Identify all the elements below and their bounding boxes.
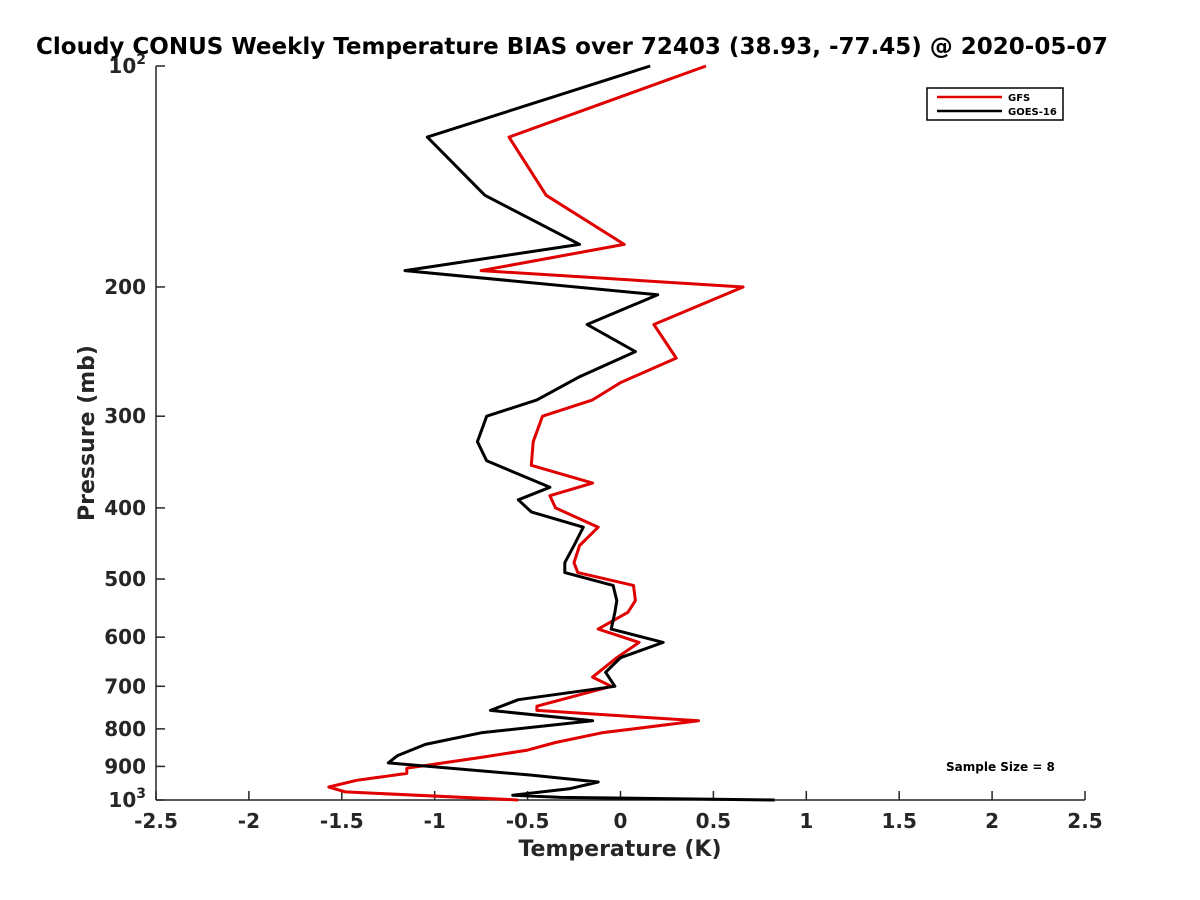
legend-label-gfs: GFS xyxy=(1008,93,1030,104)
x-tick-label: 0 xyxy=(614,809,628,833)
sample-size-annotation: Sample Size = 8 xyxy=(946,760,1055,774)
x-tick-label: -0.5 xyxy=(506,809,550,833)
x-tick-label: -1.5 xyxy=(320,809,364,833)
legend: GFS GOES-16 xyxy=(926,87,1064,121)
x-tick-label: 2 xyxy=(985,809,999,833)
x-axis-label: Temperature (K) xyxy=(518,837,721,862)
y-axis-label: Pressure (mb) xyxy=(75,345,100,521)
x-tick-label: 2.5 xyxy=(1067,809,1102,833)
x-tick-label: -2.5 xyxy=(134,809,178,833)
y-tick-label: 102 xyxy=(108,52,146,78)
y-tick-label: 800 xyxy=(104,717,146,741)
legend-label-goes16: GOES-16 xyxy=(1008,107,1057,118)
axes: -2.5 -2 -1.5 -1 -0.5 0 0.5 1 1.5 2 2.5 102 200 300 400… xyxy=(104,52,1102,833)
series-layer xyxy=(327,64,775,802)
x-tick-label: 0.5 xyxy=(696,809,731,833)
chart-title: Cloudy CONUS Weekly Temperature BIAS ove… xyxy=(36,34,1108,60)
y-tick-label: 900 xyxy=(104,754,146,778)
y-tick-label: 500 xyxy=(104,567,146,591)
x-tick-label: 1.5 xyxy=(881,809,916,833)
y-tick-label: 300 xyxy=(104,404,146,428)
y-tick-label: 103 xyxy=(108,786,146,812)
y-tick-label: 400 xyxy=(104,496,146,520)
y-tick-label: 200 xyxy=(104,275,146,299)
x-tick-label: -2 xyxy=(238,809,260,833)
x-tick-label: -1 xyxy=(424,809,446,833)
legend-box xyxy=(926,87,1064,121)
series-line-goes16 xyxy=(386,64,775,802)
y-tick-label: 700 xyxy=(104,674,146,698)
series-line-gfs xyxy=(327,64,745,802)
x-tick-label: 1 xyxy=(799,809,813,833)
y-tick-label: 600 xyxy=(104,625,146,649)
